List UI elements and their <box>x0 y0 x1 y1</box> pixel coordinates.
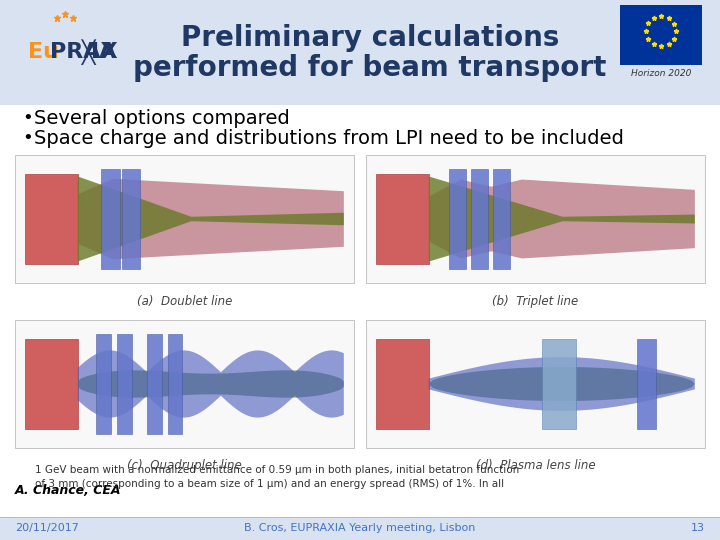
FancyBboxPatch shape <box>620 5 702 65</box>
FancyBboxPatch shape <box>493 169 510 269</box>
FancyBboxPatch shape <box>376 339 428 429</box>
FancyBboxPatch shape <box>471 169 488 269</box>
FancyBboxPatch shape <box>122 169 140 269</box>
FancyBboxPatch shape <box>102 169 120 269</box>
Text: •: • <box>22 129 32 147</box>
FancyBboxPatch shape <box>117 334 132 434</box>
Polygon shape <box>428 180 695 259</box>
Text: (c)  Quadruplet line: (c) Quadruplet line <box>127 460 242 472</box>
Text: 13: 13 <box>691 523 705 533</box>
FancyBboxPatch shape <box>366 155 705 283</box>
Text: Several options compared: Several options compared <box>34 109 289 127</box>
FancyBboxPatch shape <box>15 320 354 448</box>
Text: 1 GeV beam with a normalized emittance of 0.59 μm in both planes, initial betatr: 1 GeV beam with a normalized emittance o… <box>35 465 519 475</box>
Text: (a)  Doublet line: (a) Doublet line <box>137 294 232 307</box>
Text: Eu: Eu <box>28 42 59 62</box>
Text: ╳: ╳ <box>82 39 95 65</box>
FancyBboxPatch shape <box>25 174 78 264</box>
Polygon shape <box>78 370 344 397</box>
Polygon shape <box>78 350 344 417</box>
Text: Horizon 2020: Horizon 2020 <box>631 69 691 78</box>
Polygon shape <box>428 177 695 261</box>
Text: PRAX: PRAX <box>50 42 117 62</box>
FancyBboxPatch shape <box>449 169 466 269</box>
FancyBboxPatch shape <box>637 339 656 429</box>
FancyBboxPatch shape <box>15 155 354 283</box>
Text: 20/11/2017: 20/11/2017 <box>15 523 79 533</box>
Text: (d)  Plasma lens line: (d) Plasma lens line <box>476 460 595 472</box>
Text: •: • <box>22 109 32 127</box>
Text: of 3 mm (corresponding to a beam size of 1 μm) and an energy spread (RMS) of 1%.: of 3 mm (corresponding to a beam size of… <box>35 479 504 489</box>
Polygon shape <box>428 357 695 411</box>
Polygon shape <box>78 177 344 261</box>
Text: IA: IA <box>91 42 117 62</box>
Text: Preliminary calculations: Preliminary calculations <box>181 24 559 52</box>
Text: (b)  Triplet line: (b) Triplet line <box>492 294 579 307</box>
FancyBboxPatch shape <box>376 174 428 264</box>
FancyBboxPatch shape <box>366 320 705 448</box>
Polygon shape <box>428 367 695 401</box>
Text: A. Chance, CEA: A. Chance, CEA <box>15 484 122 497</box>
FancyBboxPatch shape <box>25 339 78 429</box>
FancyBboxPatch shape <box>96 334 112 434</box>
FancyBboxPatch shape <box>0 517 720 540</box>
FancyBboxPatch shape <box>542 339 576 429</box>
FancyBboxPatch shape <box>168 334 182 434</box>
Text: B. Cros, EUPRAXIA Yearly meeting, Lisbon: B. Cros, EUPRAXIA Yearly meeting, Lisbon <box>244 523 476 533</box>
Text: Space charge and distributions from LPI need to be included: Space charge and distributions from LPI … <box>34 129 624 147</box>
Text: performed for beam transport: performed for beam transport <box>133 54 607 82</box>
Polygon shape <box>78 179 344 259</box>
FancyBboxPatch shape <box>147 334 162 434</box>
FancyBboxPatch shape <box>0 0 720 105</box>
